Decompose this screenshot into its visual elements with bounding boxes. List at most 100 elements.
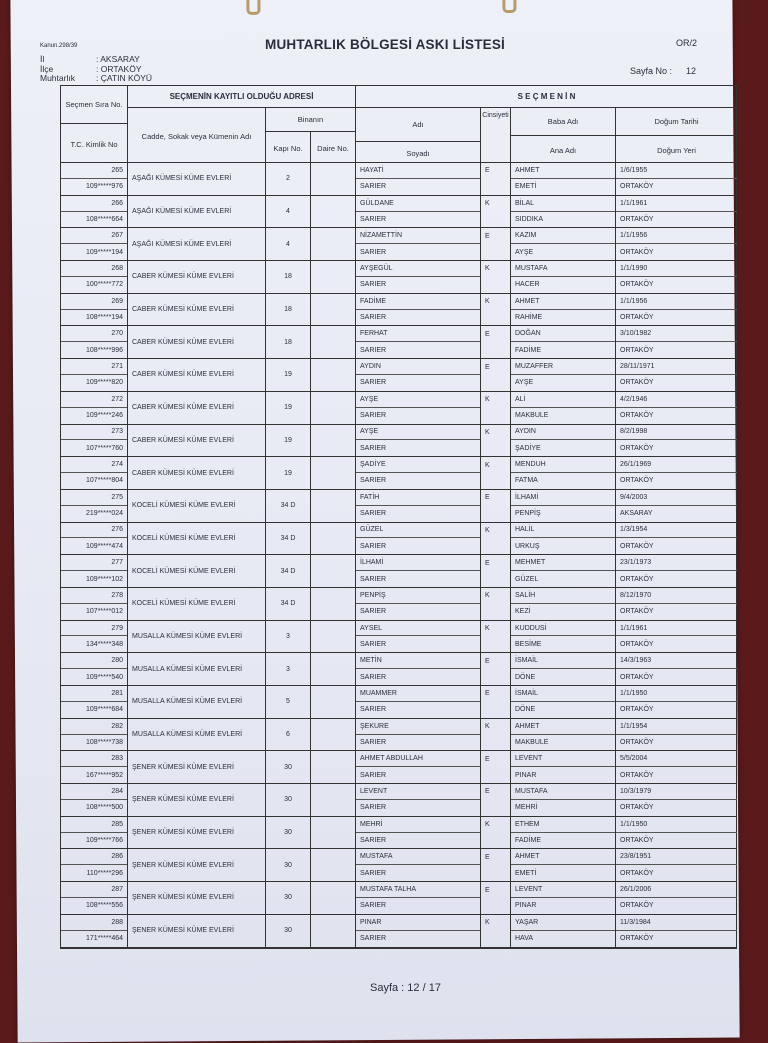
daire-no — [311, 195, 356, 228]
parents-cell: DOĞAN FADİME — [511, 326, 616, 359]
soyadi: SARIER — [360, 608, 387, 616]
cinsiyet-cell: K — [481, 587, 511, 620]
tc-kimlik-no: 109*****684 — [86, 706, 123, 714]
birth-cell: 23/8/1951 ORTAKÖY — [616, 849, 737, 881]
dogum-yeri: ORTAKÖY — [620, 640, 654, 648]
ana-adi: ŞADİYE — [515, 444, 541, 452]
birth-cell: 1/1/1961 ORTAKÖY — [616, 196, 737, 228]
parents-cell: AYDIN ŞADİYE — [511, 424, 616, 457]
cinsiyet-cell: E — [481, 359, 511, 391]
tc-kimlik-no: 108*****500 — [86, 804, 123, 812]
sira-tc-cell: 274 107*****804 — [61, 457, 128, 489]
col-daire: Daire No. — [311, 132, 356, 164]
address-cell: CABER KÜMESİ KÜME EVLERİ — [128, 261, 266, 293]
cinsiyet: K — [485, 265, 490, 273]
address-cell: MUSALLA KÜMESİ KÜME EVLERİ — [128, 718, 266, 751]
tc-kimlik-no: 134*****348 — [86, 640, 123, 648]
adi: MUSTAFA — [356, 849, 480, 866]
sira-tc-cell: 287 108*****556 — [61, 882, 128, 914]
baba-adi: KAZIM — [511, 228, 615, 245]
daire-no — [311, 849, 356, 882]
table-row: 280 109*****540 MUSALLA KÜMESİ KÜME EVLERİ… — [61, 653, 737, 686]
birth-cell: 3/10/1982 ORTAKÖY — [616, 326, 737, 358]
kapi-no: 30 — [266, 882, 311, 914]
dogum-tarihi: 8/12/1970 — [616, 588, 737, 604]
sira-tc-cell: 269 108*****194 — [61, 293, 128, 326]
page-footer: Sayfa : 12 / 17 — [370, 982, 441, 994]
table-row: 273 107*****760 CABER KÜMESİ KÜME EVLERİ 19… — [61, 424, 737, 458]
cinsiyet-cell: K — [481, 914, 511, 947]
table-row: 276 109*****474 KOCELİ KÜMESİ KÜME EVLERİ 3… — [61, 522, 737, 556]
location-info: İl: AKSARAY İlçe: ORTAKÖY Muhtarlık: ÇAT… — [40, 54, 152, 84]
dogum-yeri: ORTAKÖY — [620, 183, 654, 191]
cinsiyet-cell: K — [481, 457, 511, 489]
parents-cell: YAŞAR HAVA — [511, 914, 616, 947]
parents-cell: MENDUH FATMA — [511, 457, 616, 489]
daire-no — [311, 424, 356, 457]
ana-adi: PENPİŞ — [515, 510, 541, 518]
name-cell: AHMET ABDULLAH SARIER — [356, 751, 481, 784]
daire-no — [311, 620, 356, 653]
col-dogum-yeri: Doğum Yeri — [657, 145, 696, 155]
soyadi: SARIER — [360, 542, 387, 550]
cinsiyet: E — [485, 330, 490, 338]
tc-kimlik-no: 108*****738 — [86, 738, 123, 746]
table-row: 270 108*****996 CABER KÜMESİ KÜME EVLERİ 18… — [61, 326, 737, 360]
parents-cell: ETHEM FADİME — [511, 816, 616, 849]
table-row: 274 107*****804 CABER KÜMESİ KÜME EVLERİ 19… — [61, 457, 737, 490]
adi: FADİME — [356, 294, 480, 310]
name-cell: İLHAMİ SARIER — [356, 555, 481, 587]
cinsiyet-cell: E — [481, 489, 511, 522]
dogum-yeri: ORTAKÖY — [620, 575, 654, 583]
daire-no — [311, 293, 356, 326]
sira-tc-cell: 268 100*****772 — [61, 261, 128, 293]
sira-no: 267 — [61, 228, 127, 245]
dogum-yeri: ORTAKÖY — [620, 477, 654, 485]
cinsiyet-cell: E — [481, 849, 511, 882]
cinsiyet: K — [485, 428, 490, 436]
birth-cell: 8/2/1998 ORTAKÖY — [616, 425, 737, 457]
ilce-value: : ORTAKÖY — [96, 63, 142, 74]
name-cell: PINAR SARIER — [356, 914, 481, 947]
table-row: 286 110*****296 ŞENER KÜMESİ KÜME EVLERİ 30… — [61, 849, 737, 883]
kapi-no: 30 — [266, 849, 311, 882]
parents-cell: AHMET EMETİ — [511, 849, 616, 882]
dogum-tarihi: 26/1/2006 — [616, 882, 737, 898]
dogum-yeri: ORTAKÖY — [620, 542, 654, 550]
sira-no: 286 — [61, 849, 127, 866]
parents-cell: AHMET RAHİME — [511, 293, 616, 326]
tc-kimlik-no: 109*****102 — [86, 575, 123, 583]
address-cell: CABER KÜMESİ KÜME EVLERİ — [128, 391, 266, 424]
cinsiyet-cell: K — [481, 620, 511, 653]
sira-no: 266 — [61, 196, 127, 212]
adi: LEVENT — [356, 784, 480, 800]
cinsiyet: K — [485, 625, 490, 633]
cinsiyet: E — [485, 232, 490, 240]
sira-tc-cell: 272 109*****246 — [61, 391, 128, 424]
ana-adi: KEZİ — [515, 608, 531, 616]
col-ana: Ana Adı — [511, 136, 616, 164]
birth-cell: 5/5/2004 ORTAKÖY — [616, 751, 737, 783]
daire-no — [311, 653, 356, 685]
soyadi: SARIER — [360, 412, 387, 420]
tc-kimlik-no: 100*****772 — [86, 281, 123, 289]
ana-adi: AYŞE — [515, 248, 534, 256]
name-cell: MEHRİ SARIER — [356, 816, 481, 849]
adi: PENPİŞ — [356, 588, 480, 604]
soyadi: SARIER — [360, 804, 387, 812]
baba-adi: KUDDUSİ — [511, 621, 615, 637]
address-cell: CABER KÜMESİ KÜME EVLERİ — [128, 326, 266, 359]
tc-kimlik-no: 108*****556 — [86, 902, 123, 910]
parents-cell: AHMET MAKBULE — [511, 718, 616, 751]
dogum-yeri: ORTAKÖY — [620, 935, 654, 943]
table-header: Seçmen Sıra No. T.C. Kimlik No SEÇMENİN … — [60, 85, 737, 164]
dogum-yeri: ORTAKÖY — [620, 281, 654, 289]
name-cell: AYŞE SARIER — [356, 391, 481, 424]
dogum-tarihi: 23/8/1951 — [616, 849, 737, 866]
kapi-no: 30 — [266, 816, 311, 849]
sira-no: 275 — [61, 490, 127, 506]
adi: GÜLDANE — [356, 196, 480, 212]
ana-adi: BESİME — [515, 640, 542, 648]
adi: AHMET ABDULLAH — [356, 751, 480, 768]
dogum-tarihi: 14/3/1963 — [616, 653, 737, 670]
